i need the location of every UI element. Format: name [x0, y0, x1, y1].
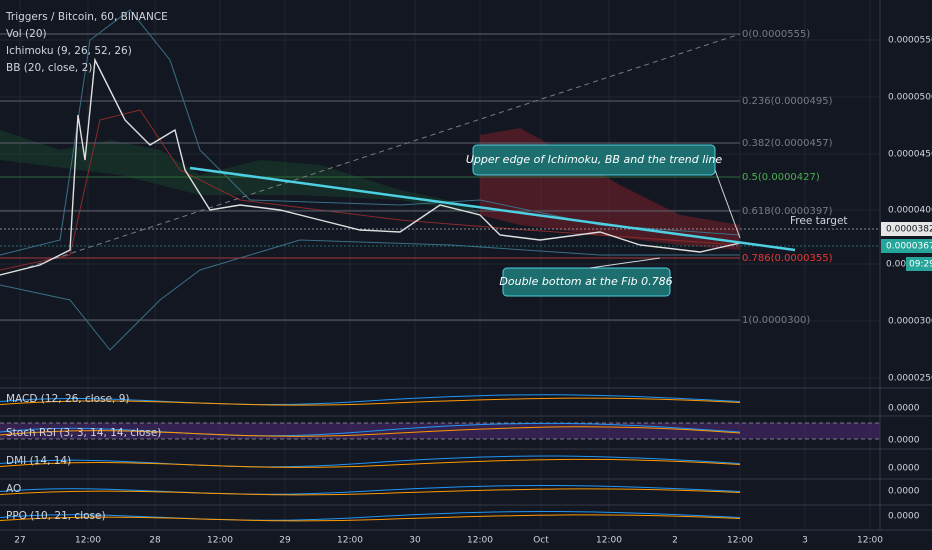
- price-axis: [880, 0, 932, 550]
- trend-line: [189, 166, 796, 252]
- time-label: 28: [149, 536, 161, 546]
- indicator-label: Vol (20): [6, 28, 47, 40]
- fib-label: 0.5(0.0000427): [742, 172, 820, 183]
- callout-pointer: [714, 169, 741, 239]
- indicator-label: Ichimoku (9, 26, 52, 26): [6, 45, 132, 57]
- bb-lower: [0, 239, 740, 351]
- indicator-line: [0, 426, 741, 437]
- price-tag-label: 0.0000382: [886, 225, 932, 235]
- price-tag: [881, 239, 932, 253]
- price-label: 0.0000550: [888, 36, 932, 46]
- indicator-line: [0, 510, 741, 521]
- panel-value: 0.0000: [888, 512, 920, 522]
- time-label: Oct: [533, 536, 549, 546]
- fib-label: 0(0.0000555): [742, 29, 810, 40]
- ichimoku-cloud-green: [0, 130, 480, 215]
- price-label: 0.0000250: [888, 374, 932, 384]
- time-label: 27: [14, 536, 25, 546]
- price-label: 0.0000300: [888, 317, 932, 327]
- bb-upper: [0, 9, 741, 256]
- indicator-line: [0, 488, 741, 496]
- panel-value: 0.0000: [888, 436, 920, 446]
- time-label: 12:00: [207, 536, 233, 546]
- price-label: 0.0000450: [888, 150, 932, 160]
- fib-label: 0.236(0.0000495): [742, 96, 833, 107]
- panel-value: 0.0000: [888, 464, 920, 474]
- time-label: 3: [802, 536, 808, 546]
- price-tag-label: 0.0000: [886, 260, 918, 270]
- callout: [472, 144, 716, 176]
- price-tag: [881, 222, 932, 236]
- indicator-line: [0, 397, 741, 406]
- panel-value: 0.0000: [888, 487, 920, 497]
- time-label: 12:00: [727, 536, 753, 546]
- callout: [502, 267, 671, 297]
- price-label: 0.0000400: [888, 206, 932, 216]
- indicator-line: [0, 422, 741, 437]
- fib-label: 0.786(0.0000355): [742, 253, 833, 264]
- panel-value: 0.0000: [888, 404, 920, 414]
- indicator-line: [0, 458, 741, 468]
- annotation: Free target: [790, 215, 848, 227]
- time-label: 12:00: [596, 536, 622, 546]
- fib-trend: [19, 33, 741, 271]
- dynamic: 0.0000550 0.0000500 0.0000450 0.0000400 0.00…: [0, 29, 932, 546]
- indicator-line: [0, 455, 741, 468]
- indicator-label: BB (20, close, 2): [6, 62, 92, 74]
- time-label: 12:00: [857, 536, 883, 546]
- annotation: Double bottom at the Fib 0.786: [499, 275, 672, 288]
- clock-tag: [906, 257, 932, 271]
- price-path: [0, 57, 741, 276]
- clock: 09:29: [909, 260, 932, 270]
- indicator-line: [0, 514, 741, 522]
- bb-basis: [0, 109, 741, 271]
- panel-label: AO: [6, 483, 21, 495]
- panel-label: Stoch RSI (3, 3, 14, 14, close): [6, 427, 161, 439]
- indicator-line: [0, 394, 741, 406]
- time-label: 29: [279, 536, 291, 546]
- panel-label: DMI (14, 14): [6, 455, 71, 467]
- chart-title: Triggers / Bitcoin, 60, BINANCE: [5, 11, 168, 23]
- annotation: Upper edge of Ichimoku, BB and the trend…: [466, 153, 722, 166]
- price-tag-label: 0.0000367: [886, 242, 932, 252]
- fib-label: 0.618(0.0000397): [742, 206, 833, 217]
- panel-label: PPO (10, 21, close): [6, 510, 106, 522]
- fib-label: 1(0.0000300): [742, 315, 810, 326]
- time-label: 2: [672, 536, 678, 546]
- callout-pointer: [589, 257, 661, 269]
- time-label: 12:00: [337, 536, 363, 546]
- grid: [0, 0, 880, 530]
- price-label: 0.0000500: [888, 93, 932, 103]
- panel-label: MACD (12, 26, close, 9): [6, 393, 129, 405]
- time-label: 30: [409, 536, 421, 546]
- time-label: 12:00: [75, 536, 101, 546]
- time-label: 12:00: [467, 536, 493, 546]
- fib-lines: [0, 33, 740, 321]
- fib-label: 0.382(0.0000457): [742, 138, 833, 149]
- indicator-line: [0, 484, 741, 495]
